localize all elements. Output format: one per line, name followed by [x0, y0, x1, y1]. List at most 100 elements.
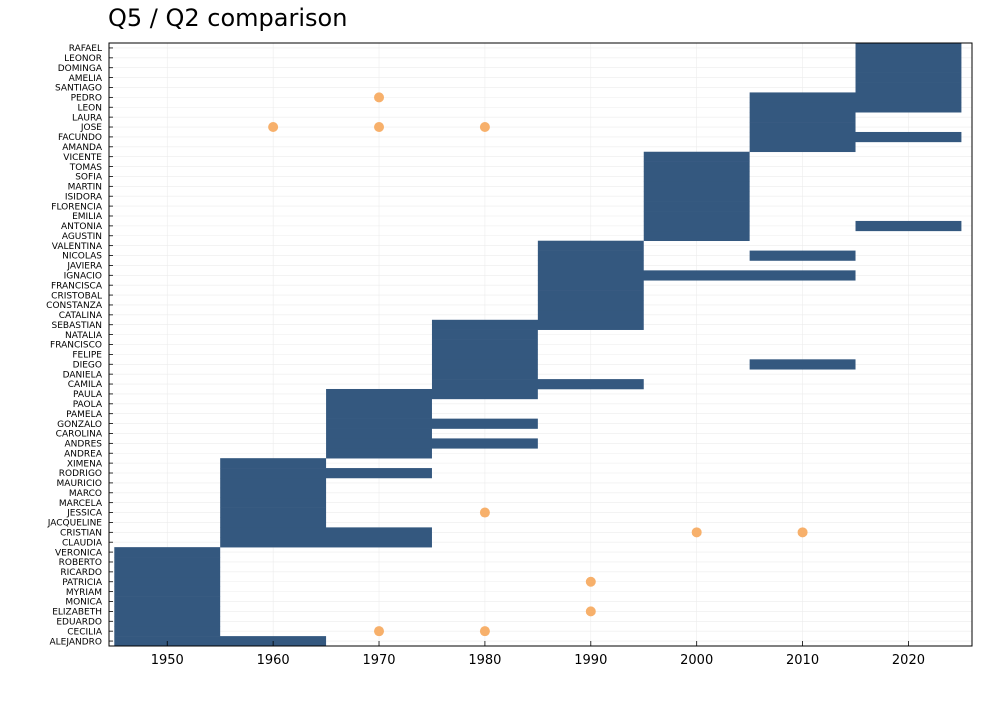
y-tick-label: FRANCISCA [51, 281, 103, 291]
bar-tomas [643, 161, 750, 172]
bar-elizabeth [114, 606, 221, 617]
bar-francisca [537, 280, 644, 291]
bar-sebastian [431, 319, 644, 330]
y-tick-label: NATALIA [65, 331, 103, 341]
y-tick-label: SEBASTIAN [52, 321, 102, 331]
x-tick-label: 1960 [257, 653, 290, 668]
y-tick-label: AMELIA [69, 74, 103, 84]
x-tick-label: 2000 [680, 653, 713, 668]
y-tick-label: XIMENA [67, 459, 103, 469]
bar-valentina [537, 240, 644, 251]
bar-sofia [643, 171, 750, 182]
bar-mauricio [220, 477, 327, 489]
y-tick-label: GONZALO [57, 420, 102, 430]
y-tick-label: VERONICA [55, 548, 103, 558]
point-cristian [797, 527, 808, 538]
y-tick-label: MAURICIO [57, 479, 102, 489]
y-tick-label: CECILIA [67, 627, 103, 637]
y-tick-label: MARCELA [59, 499, 103, 509]
y-tick-label: MONICA [65, 598, 103, 608]
bar-santiago [855, 82, 962, 93]
x-tick-label: 1970 [362, 653, 395, 668]
y-tick-label: CATALINA [59, 311, 103, 321]
y-tick-label: CAROLINA [56, 430, 103, 440]
y-tick-label: RODRIGO [59, 469, 102, 479]
bar-javiera [537, 260, 644, 271]
bar-alejandro [114, 636, 327, 647]
bar-andrea [326, 448, 432, 459]
y-tick-label: DIEGO [73, 360, 102, 370]
bar-ricardo [114, 566, 221, 578]
bar-nicolas [749, 250, 856, 261]
bar-amanda [749, 141, 856, 153]
y-tick-label: SOFIA [75, 173, 103, 183]
bar-catalina [537, 309, 644, 321]
y-tick-label: VALENTINA [52, 242, 103, 252]
x-tick-label: 2010 [786, 653, 819, 668]
bar-florencia [643, 201, 750, 212]
bar-camila [431, 379, 644, 390]
bar-claudia [220, 537, 432, 548]
y-tick-label: JACQUELINE [47, 519, 103, 529]
y-tick-label: PEDRO [71, 94, 102, 104]
y-tick-label: FACUNDO [58, 133, 102, 143]
x-tick-label: 2020 [892, 653, 925, 668]
y-tick-label: CRISTOBAL [51, 291, 102, 301]
y-axis-labels: ALEJANDROCECILIAEDUARDOELIZABETHMONICAMY… [46, 44, 113, 647]
bar-facundo [749, 131, 962, 143]
bar-andres [326, 438, 538, 449]
bar-patricia [114, 576, 221, 587]
y-tick-label: DANIELA [63, 370, 103, 380]
bar-constanza [537, 300, 644, 311]
bar-cristian [220, 527, 432, 538]
point-jose [479, 122, 490, 133]
bar-jose [749, 122, 856, 133]
bars-layer [114, 43, 962, 647]
y-tick-label: RAFAEL [69, 44, 102, 54]
y-tick-label: JESSICA [66, 509, 103, 519]
y-tick-label: CAMILA [68, 380, 103, 390]
y-tick-label: ELIZABETH [52, 608, 102, 618]
bar-paola [326, 398, 432, 410]
bar-eduardo [114, 616, 221, 627]
bar-emilia [643, 211, 750, 222]
y-tick-label: MARCO [69, 489, 102, 499]
bar-veronica [114, 547, 221, 558]
point-cecilia [479, 626, 490, 637]
y-tick-label: TOMAS [69, 163, 103, 173]
x-axis-labels: 1950 1960 1970 1980 1990 2000 2010 2020 [151, 641, 925, 668]
bar-pamela [326, 408, 432, 419]
bar-leonor [855, 52, 962, 64]
y-tick-label: ANDREA [64, 449, 103, 459]
x-tick-label: 1990 [574, 653, 607, 668]
point-pedro [374, 92, 385, 103]
bar-carolina [326, 428, 432, 439]
bar-cecilia [114, 626, 221, 637]
bar-dominga [855, 62, 962, 73]
bar-jacqueline [220, 517, 327, 528]
y-tick-label: PAULA [73, 390, 103, 400]
y-tick-label: DOMINGA [58, 64, 103, 74]
bar-nicolas [537, 250, 644, 261]
y-tick-label: PATRICIA [62, 578, 103, 588]
bar-daniela [431, 369, 538, 380]
bar-cristobal [537, 290, 644, 301]
bar-leon [749, 102, 962, 113]
y-tick-label: VICENTE [63, 153, 102, 163]
y-tick-label: CONSTANZA [46, 301, 103, 311]
point-jose [268, 122, 279, 133]
bar-vicente [643, 151, 750, 162]
point-cecilia [374, 626, 385, 637]
bar-paula [326, 388, 538, 400]
y-tick-label: AMANDA [62, 143, 103, 153]
bar-roberto [114, 557, 221, 568]
x-tick-label: 1980 [468, 653, 501, 668]
y-tick-label: ANTONIA [61, 222, 103, 232]
bar-agustin [643, 230, 750, 242]
y-tick-label: LAURA [72, 113, 103, 123]
y-tick-label: EDUARDO [56, 617, 102, 627]
bar-monica [114, 596, 221, 607]
x-tick-label: 1950 [151, 653, 184, 668]
y-tick-label: MARTIN [68, 183, 102, 193]
